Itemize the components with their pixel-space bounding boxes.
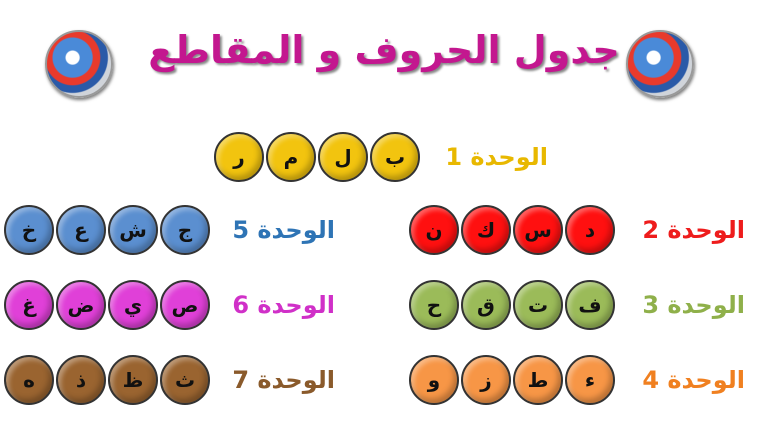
letter-circle: ص (160, 280, 210, 330)
logo (626, 30, 694, 98)
letter-circle: ي (108, 280, 158, 330)
letter-circle: ل (318, 132, 368, 182)
letter-circle: ث (160, 355, 210, 405)
letter-circle: ط (513, 355, 563, 405)
letter-circle: غ (4, 280, 54, 330)
title: جدول الحروف و المقاطع (148, 28, 620, 72)
unit-label: الوحدة 7 (232, 366, 335, 394)
letter-circle: ج (160, 205, 210, 255)
letter-circle: ش (108, 205, 158, 255)
letter-circle: ح (409, 280, 459, 330)
letter-circle: د (565, 205, 615, 255)
letter-circle: ر (214, 132, 264, 182)
letter-circle: ك (461, 205, 511, 255)
letter-circle: ذ (56, 355, 106, 405)
unit-label: الوحدة 4 (642, 366, 745, 394)
unit-label: الوحدة 3 (642, 291, 745, 319)
logo (45, 30, 113, 98)
letter-circle: خ (4, 205, 54, 255)
letter-circle: و (409, 355, 459, 405)
letter-circle: ظ (108, 355, 158, 405)
letter-circle: ز (461, 355, 511, 405)
unit-label: الوحدة 2 (642, 216, 745, 244)
letter-circle: ق (461, 280, 511, 330)
letter-circle: ب (370, 132, 420, 182)
unit-label: الوحدة 1 (445, 143, 548, 171)
letter-circle: م (266, 132, 316, 182)
letter-circle: س (513, 205, 563, 255)
letter-circle: ن (409, 205, 459, 255)
letter-circle: ء (565, 355, 615, 405)
letter-circle: ض (56, 280, 106, 330)
letter-circle: ت (513, 280, 563, 330)
letter-circle: ف (565, 280, 615, 330)
letter-circle: ع (56, 205, 106, 255)
unit-label: الوحدة 6 (232, 291, 335, 319)
letter-circle: ه (4, 355, 54, 405)
unit-label: الوحدة 5 (232, 216, 335, 244)
